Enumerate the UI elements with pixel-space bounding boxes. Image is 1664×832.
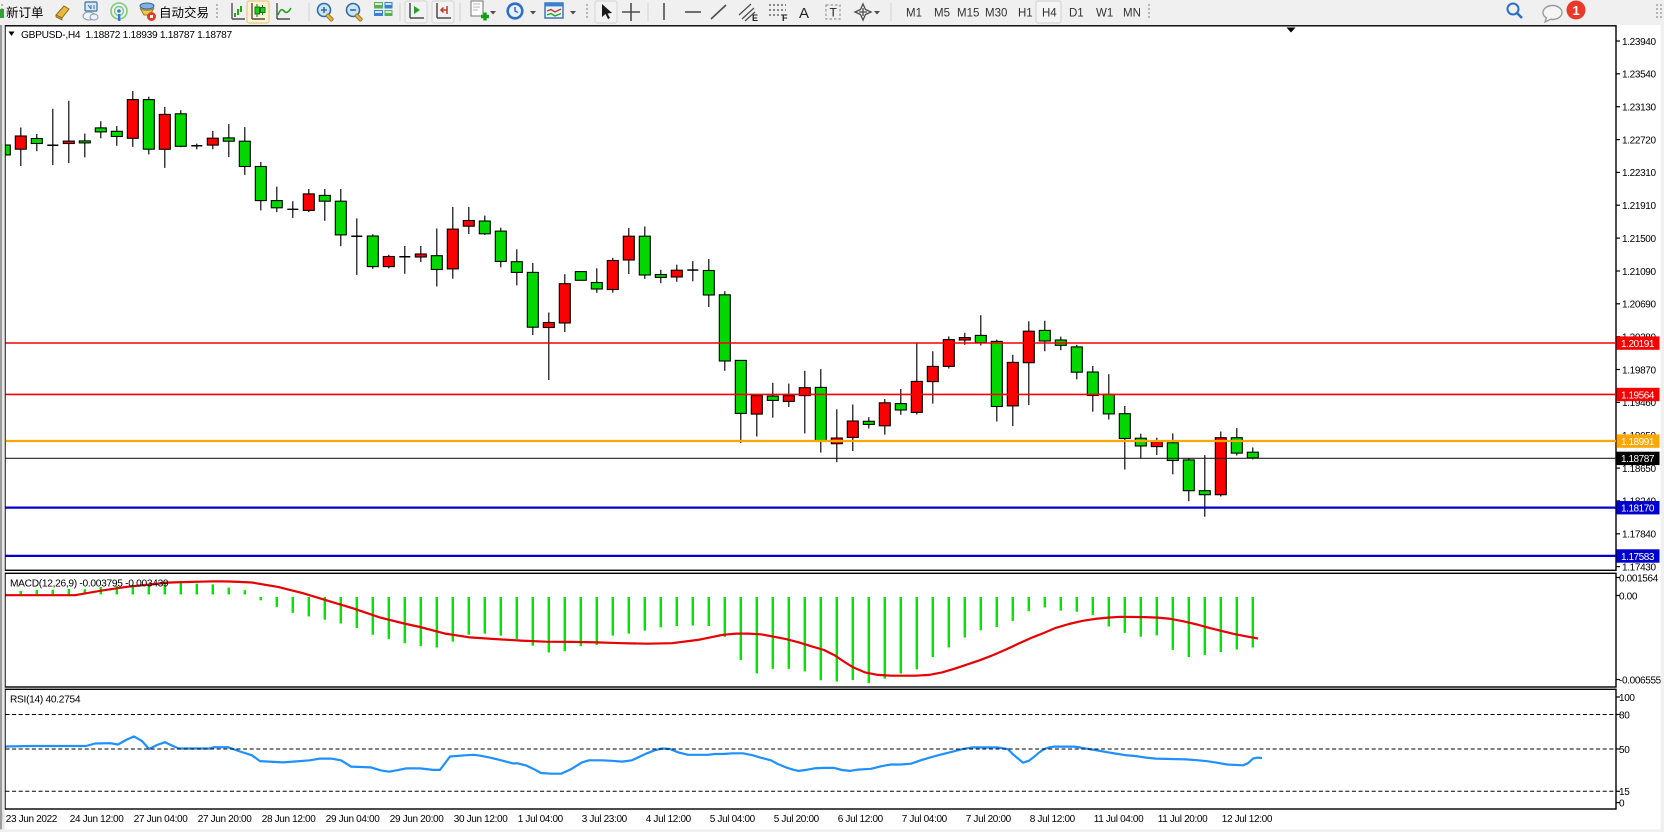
svg-text:1.20690: 1.20690 xyxy=(1622,300,1656,311)
svg-text:E: E xyxy=(752,13,758,23)
svg-text:12 Jul 12:00: 12 Jul 12:00 xyxy=(1222,814,1273,825)
svg-text:1.22720: 1.22720 xyxy=(1622,135,1656,146)
svg-text:1.18787: 1.18787 xyxy=(1621,454,1655,465)
svg-text:D1: D1 xyxy=(1069,8,1084,20)
svg-text:MN: MN xyxy=(1123,8,1141,20)
svg-text:M1: M1 xyxy=(906,8,922,20)
svg-text:W1: W1 xyxy=(1096,8,1113,20)
svg-text:29 Jun 20:00: 29 Jun 20:00 xyxy=(390,814,444,825)
svg-text:1.23940: 1.23940 xyxy=(1622,37,1656,48)
svg-text:0.001564: 0.001564 xyxy=(1619,573,1659,584)
svg-text:7 Jul 04:00: 7 Jul 04:00 xyxy=(902,814,948,825)
svg-text:27 Jun 20:00: 27 Jun 20:00 xyxy=(198,814,252,825)
svg-text:1: 1 xyxy=(1573,3,1580,18)
svg-text:4 Jul 12:00: 4 Jul 12:00 xyxy=(646,814,692,825)
svg-text:30 Jun 12:00: 30 Jun 12:00 xyxy=(454,814,508,825)
svg-text:29 Jun 04:00: 29 Jun 04:00 xyxy=(326,814,380,825)
svg-text:H1: H1 xyxy=(1018,8,1033,20)
svg-text:T: T xyxy=(830,6,838,20)
svg-text:M5: M5 xyxy=(934,8,950,20)
svg-text:5 Jul 04:00: 5 Jul 04:00 xyxy=(710,814,756,825)
svg-text:新订单: 新订单 xyxy=(6,5,44,20)
svg-text:1.18650: 1.18650 xyxy=(1622,464,1656,475)
svg-text:80: 80 xyxy=(1619,710,1630,721)
svg-text:M30: M30 xyxy=(985,8,1007,20)
svg-text:1.17840: 1.17840 xyxy=(1622,530,1656,541)
svg-text:-0.006555: -0.006555 xyxy=(1619,675,1662,686)
svg-text:11 Jul 20:00: 11 Jul 20:00 xyxy=(1158,814,1208,825)
svg-text:1.21500: 1.21500 xyxy=(1622,234,1656,245)
svg-text:28 Jun 12:00: 28 Jun 12:00 xyxy=(262,814,316,825)
svg-text:1.17430: 1.17430 xyxy=(1622,562,1656,573)
svg-text:5 Jul 20:00: 5 Jul 20:00 xyxy=(774,814,820,825)
svg-text:1.20191: 1.20191 xyxy=(1621,339,1655,350)
svg-text:23 Jun 2022: 23 Jun 2022 xyxy=(6,814,58,825)
svg-text:8 Jul 12:00: 8 Jul 12:00 xyxy=(1030,814,1076,825)
svg-text:F: F xyxy=(782,13,788,23)
svg-text:11 Jul 04:00: 11 Jul 04:00 xyxy=(1094,814,1144,825)
svg-text:1.21090: 1.21090 xyxy=(1622,267,1656,278)
svg-text:RSI(14) 40.2754: RSI(14) 40.2754 xyxy=(10,695,81,706)
svg-text:1.23540: 1.23540 xyxy=(1622,70,1656,81)
svg-text:M15: M15 xyxy=(957,8,979,20)
svg-text:15: 15 xyxy=(1619,787,1630,798)
svg-text:24 Jun 12:00: 24 Jun 12:00 xyxy=(70,814,124,825)
svg-text:3 Jul 23:00: 3 Jul 23:00 xyxy=(582,814,628,825)
svg-text:0.00: 0.00 xyxy=(1619,591,1638,602)
svg-text:1 Jul 04:00: 1 Jul 04:00 xyxy=(518,814,564,825)
svg-text:1.18170: 1.18170 xyxy=(1621,504,1655,515)
svg-text:6 Jul 12:00: 6 Jul 12:00 xyxy=(838,814,884,825)
svg-text:1.17583: 1.17583 xyxy=(1621,552,1655,563)
svg-text:1.19564: 1.19564 xyxy=(1621,390,1655,401)
svg-text:自动交易: 自动交易 xyxy=(159,5,209,20)
svg-text:MACD(12,26,9) -0.003795 -0.003: MACD(12,26,9) -0.003795 -0.003439 xyxy=(10,579,169,590)
svg-text:50: 50 xyxy=(1619,745,1630,756)
svg-text:1.19460: 1.19460 xyxy=(1622,398,1656,409)
svg-text:1.22310: 1.22310 xyxy=(1622,168,1656,179)
svg-text:100: 100 xyxy=(1619,693,1635,704)
svg-text:27 Jun 04:00: 27 Jun 04:00 xyxy=(134,814,188,825)
svg-text:H4: H4 xyxy=(1042,8,1057,20)
svg-text:1.19870: 1.19870 xyxy=(1622,365,1656,376)
svg-text:7 Jul 20:00: 7 Jul 20:00 xyxy=(966,814,1012,825)
svg-text:1.23130: 1.23130 xyxy=(1622,103,1656,114)
svg-text:0: 0 xyxy=(1619,798,1625,809)
svg-text:GBPUSD-,H4 1.18872 1.18939 1.: GBPUSD-,H4 1.18872 1.18939 1.18787 1.187… xyxy=(21,30,232,41)
svg-text:1.18991: 1.18991 xyxy=(1621,437,1655,448)
svg-text:1.21910: 1.21910 xyxy=(1622,201,1656,212)
svg-text:A: A xyxy=(799,5,809,22)
